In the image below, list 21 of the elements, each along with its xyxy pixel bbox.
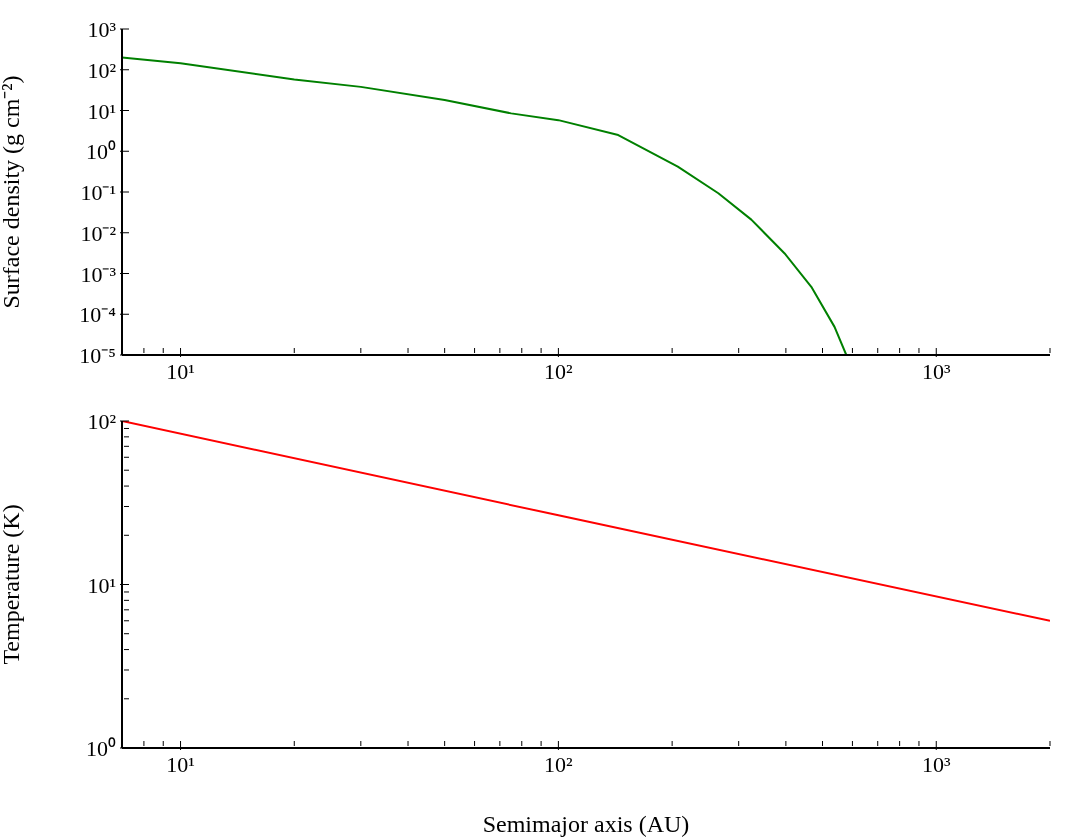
x-tick-label: 10¹ bbox=[166, 752, 195, 777]
y-tick-label: 10⁻¹ bbox=[80, 180, 116, 205]
y-tick-label: 10² bbox=[87, 409, 117, 434]
y-tick-label: 10⁰ bbox=[86, 736, 116, 761]
x-axis-title: Semimajor axis (AU) bbox=[482, 811, 690, 837]
x-tick-label: 10² bbox=[544, 359, 574, 384]
y-tick-label: 10⁻² bbox=[80, 220, 117, 246]
x-tick-label: 10² bbox=[544, 752, 574, 777]
y-tick-label: 10² bbox=[87, 57, 117, 83]
y-axis-title: Surface density (g cm⁻²) bbox=[0, 75, 24, 309]
x-tick-label: 10³ bbox=[921, 359, 951, 384]
y-tick-label: 10¹ bbox=[87, 98, 116, 124]
y-tick-label: 10³ bbox=[87, 17, 117, 42]
x-tick-label: 10¹ bbox=[166, 359, 195, 384]
x-tick-label: 10³ bbox=[921, 752, 951, 777]
y-tick-label: 10⁻³ bbox=[80, 261, 117, 287]
y-tick-label: 10⁰ bbox=[86, 139, 116, 165]
y-axis-title: Temperature (K) bbox=[0, 504, 24, 665]
y-tick-label: 10⁻⁵ bbox=[79, 343, 116, 368]
y-tick-label: 10⁻⁴ bbox=[79, 302, 117, 328]
y-tick-label: 10¹ bbox=[87, 572, 116, 598]
